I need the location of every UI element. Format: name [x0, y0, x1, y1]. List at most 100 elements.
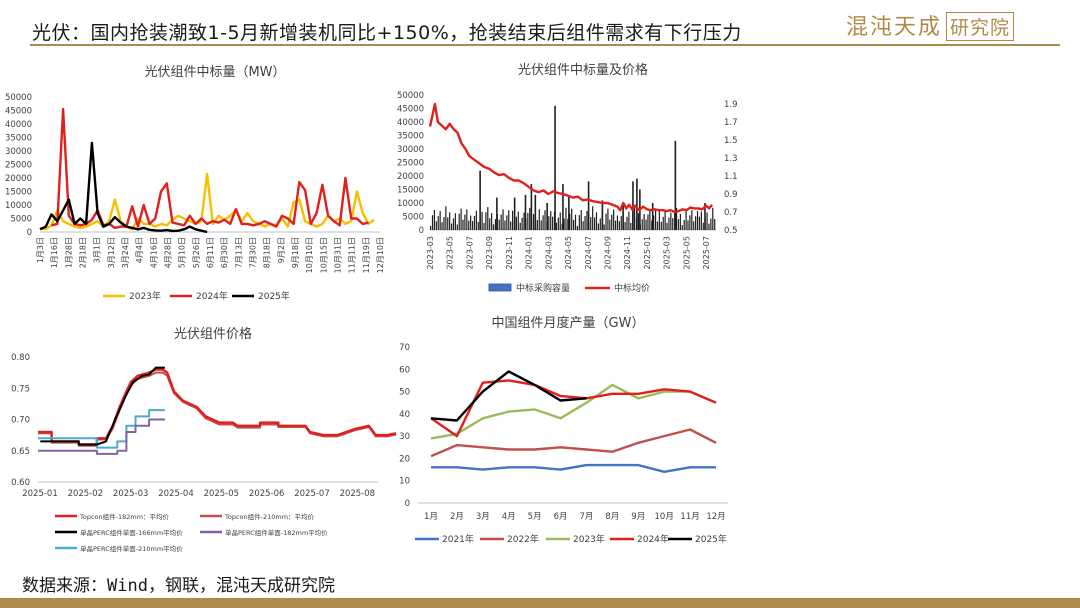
volume-bar [672, 218, 674, 230]
volume-bar [574, 214, 577, 230]
page-title: 光伏：国内抢装潮致1-5月新增装机同比+150%，抢装结束后组件需求有下行压力 [32, 22, 742, 44]
legend-label: 中标均价 [614, 282, 650, 294]
volume-bar [460, 208, 462, 230]
legend-label: 2023年 [573, 533, 605, 545]
volume-bar [587, 181, 590, 230]
x-tick-label: 2025-05 [682, 236, 691, 269]
y-tick-label: 30 [399, 432, 410, 442]
series-line-2025年 [430, 370, 587, 422]
volume-bar [546, 203, 548, 230]
y-tick-label: 0 [405, 499, 410, 509]
y-tick-label: 20000 [5, 174, 32, 184]
volume-bar [569, 213, 571, 230]
legend-label: 单晶PERC组件单面-166mm平均价 [80, 528, 183, 537]
x-tick-label: 12月10日 [376, 237, 385, 273]
volume-bar [654, 210, 657, 230]
volume-bar [641, 219, 643, 230]
volume-bar [700, 211, 702, 230]
y-tick-label: 30000 [5, 147, 32, 157]
volume-bar [511, 210, 514, 230]
y-tick-label: 5000 [10, 215, 32, 225]
series-line-3 [38, 418, 165, 455]
x-tick-label: 2025-01 [22, 489, 58, 499]
y-tick-label: 0.70 [11, 416, 30, 426]
volume-bar [632, 181, 634, 230]
x-tick-label: 2025-01 [643, 236, 652, 269]
x-tick-label: 2023-11 [505, 236, 514, 269]
y-tick-label: 0.80 [11, 353, 30, 363]
volume-bar [710, 218, 712, 230]
x-tick-label: 2025-07 [294, 489, 330, 499]
volume-bar [656, 221, 659, 230]
x-tick-label: 1月28日 [64, 237, 73, 268]
volume-bar [658, 210, 660, 230]
volume-bar [449, 212, 451, 230]
volume-bar [698, 216, 701, 230]
x-tick-label: 8月18日 [263, 237, 272, 268]
chart-title: 光伏组件价格 [174, 326, 252, 342]
x-tick-label: 2025-04 [158, 489, 194, 499]
x-tick-label: 2025-07 [702, 236, 711, 269]
y2-tick-label: 1.3 [724, 154, 738, 164]
x-tick-label: 2024-01 [525, 236, 534, 269]
x-tick-label: 2025-06 [249, 489, 285, 499]
y-tick-label: 30000 [397, 145, 424, 155]
header-divider [30, 44, 1060, 46]
volume-bar [524, 194, 527, 230]
volume-bar [693, 221, 695, 230]
x-tick-label: 3月1日 [93, 237, 102, 263]
company-logo: 混沌天成 研究院 [846, 9, 1015, 41]
volume-bar [473, 215, 476, 230]
volume-bar [630, 222, 632, 230]
volume-bar [681, 225, 683, 230]
volume-bar [431, 215, 434, 230]
y-tick-label: 60 [399, 365, 410, 375]
volume-bar [653, 215, 655, 230]
legend-swatch [488, 283, 512, 292]
volume-bar [530, 184, 533, 230]
x-tick-label: 2025-03 [663, 236, 672, 269]
volume-bar [441, 222, 443, 230]
volume-bar [679, 213, 681, 230]
series-line-2022年 [430, 428, 717, 458]
x-tick-label: 2月 [450, 512, 464, 522]
y-tick-label: 10000 [397, 199, 424, 209]
volume-bar [443, 217, 445, 230]
volume-bar [529, 207, 531, 230]
series-line-price [428, 102, 714, 214]
volume-bar [466, 209, 468, 230]
x-tick-label: 2025-03 [113, 489, 149, 499]
y-tick-label: 15000 [397, 186, 424, 196]
volume-bar [445, 206, 447, 230]
volume-bar [552, 216, 554, 230]
volume-bar [637, 213, 640, 230]
volume-bar [464, 214, 466, 230]
volume-bar [550, 211, 552, 230]
volume-bar [662, 216, 664, 230]
volume-bar [548, 216, 550, 230]
volume-bar [634, 207, 636, 230]
volume-bar [492, 224, 495, 230]
x-tick-label: 12月 [706, 512, 725, 522]
logo-box-text: 研究院 [946, 12, 1015, 41]
volume-bar [435, 221, 437, 230]
x-tick-label: 4月28日 [164, 237, 173, 268]
legend-label: 2024年 [637, 533, 669, 545]
logo-main-text: 混沌天成 [846, 15, 943, 40]
volume-bar [458, 213, 460, 230]
volume-bar [651, 220, 653, 230]
volume-bar [666, 222, 668, 230]
volume-bar [618, 221, 620, 230]
y2-tick-label: 1.1 [724, 172, 738, 182]
volume-bar [470, 215, 472, 230]
x-tick-label: 4月 [502, 512, 516, 522]
x-tick-label: 7月13日 [234, 237, 243, 268]
x-tick-label: 4月16日 [149, 237, 158, 268]
volume-bar [609, 219, 611, 230]
volume-bar [559, 212, 561, 230]
volume-bar [605, 213, 607, 230]
x-tick-label: 1月3日 [36, 237, 45, 263]
volume-bar [592, 206, 594, 230]
y-tick-label: 70 [399, 343, 410, 353]
